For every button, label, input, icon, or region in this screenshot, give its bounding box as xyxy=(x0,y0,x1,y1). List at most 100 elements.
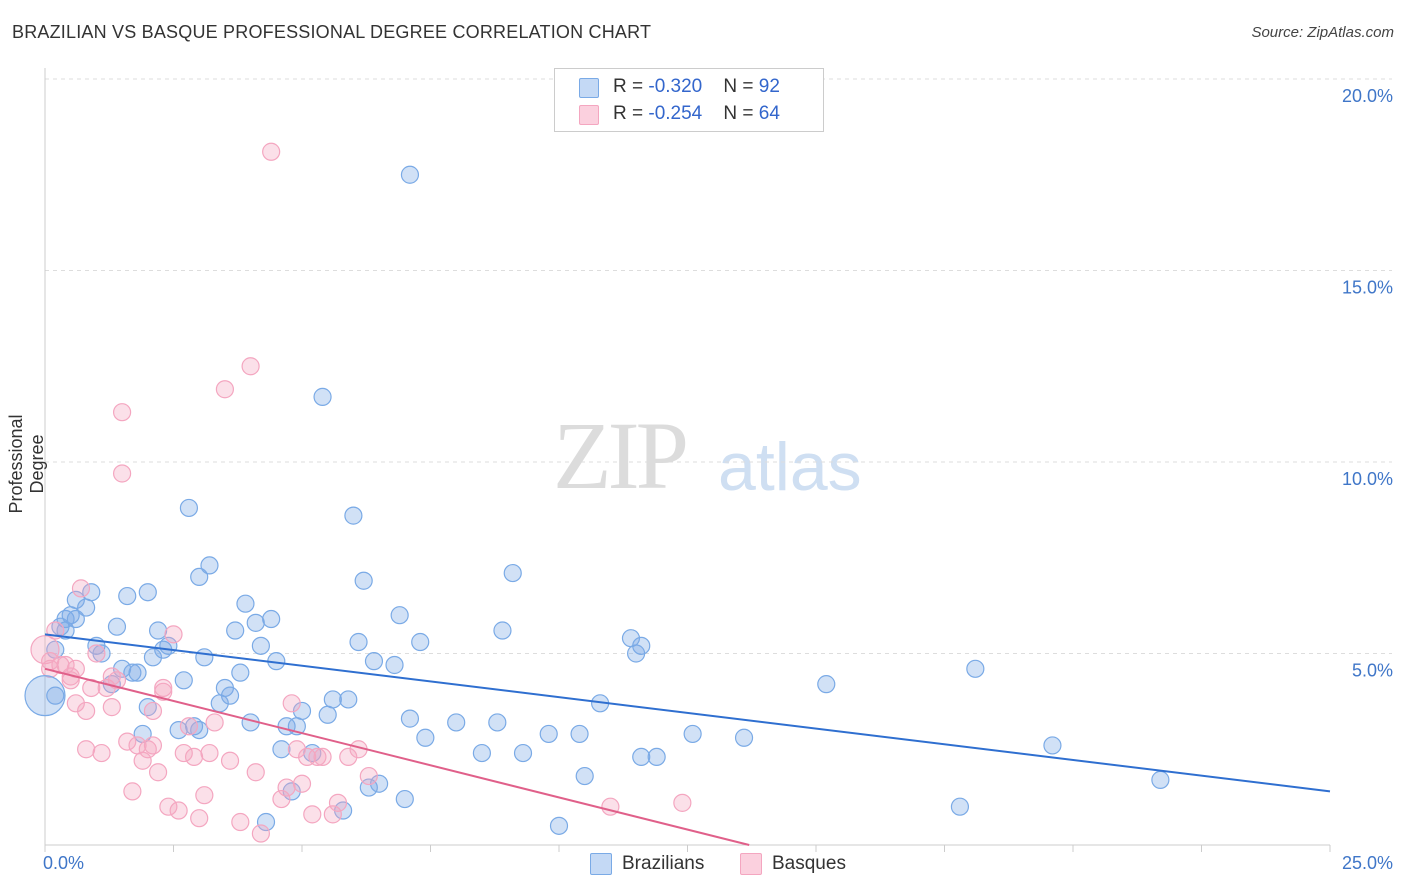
brazilian-point xyxy=(632,747,651,767)
brazilian-point xyxy=(179,498,199,518)
brazilian-point xyxy=(570,724,589,744)
basque-point xyxy=(277,778,296,797)
brazilian-point xyxy=(24,675,66,717)
basque-point xyxy=(339,747,358,767)
brazilian-point xyxy=(575,766,594,786)
basque-point xyxy=(298,747,317,767)
basque-point xyxy=(200,743,219,763)
legend-text-brazilians: R = -0.320 N = 92 xyxy=(613,74,780,100)
y-tick-label: 5.0% xyxy=(1352,661,1393,681)
basque-point xyxy=(673,793,692,812)
brazilian-point xyxy=(385,655,404,675)
basque-point xyxy=(133,751,152,770)
brazilian-point xyxy=(190,567,209,587)
basque-point xyxy=(282,694,301,713)
basque-point xyxy=(159,797,178,816)
brazilian-point xyxy=(513,743,533,763)
brazilian-point xyxy=(262,609,281,629)
basque-point xyxy=(102,698,121,717)
basque-point xyxy=(262,142,281,161)
brazilian-point xyxy=(349,632,368,652)
x-tick-label: 0.0% xyxy=(43,853,84,873)
legend-swatch-basques xyxy=(579,105,599,125)
brazilian-point xyxy=(472,743,491,763)
brazilian-point xyxy=(416,728,435,747)
basque-point xyxy=(148,763,168,782)
brazilian-point xyxy=(318,705,337,724)
brazilian-point xyxy=(256,812,276,832)
basque-point xyxy=(164,625,183,644)
basque-point xyxy=(308,747,327,767)
legend-r-value: -0.320 xyxy=(648,76,703,97)
basque-point xyxy=(107,671,127,690)
brazilian-point xyxy=(400,709,420,728)
basque-point xyxy=(71,579,91,598)
brazilian-point xyxy=(950,797,970,816)
brazilian-point xyxy=(323,690,342,709)
y-axis-label: Professional Degree xyxy=(6,414,47,514)
trend-lines xyxy=(44,633,1331,846)
brazilian-point xyxy=(246,613,265,632)
basque-point xyxy=(241,357,260,376)
legend-n-value: 92 xyxy=(758,76,780,97)
brazilian-point xyxy=(683,724,702,744)
basque-point xyxy=(292,774,312,793)
basque-point xyxy=(143,701,163,721)
bottom-legend-swatch-brazilians xyxy=(590,852,612,875)
brazilian-point xyxy=(734,728,754,747)
brazilian-point xyxy=(226,621,245,640)
brazilian-point xyxy=(1151,770,1170,789)
brazilian-point xyxy=(364,652,384,671)
bottom-legend-label-brazilians: Brazilians xyxy=(622,853,705,874)
brazilian-point xyxy=(395,789,414,809)
brazilian-point xyxy=(200,556,219,575)
basque-point xyxy=(87,644,106,663)
basque-point xyxy=(118,732,137,751)
brazilian-point xyxy=(138,583,157,602)
y-tick-label: 15.0% xyxy=(1342,278,1393,298)
brazilian-point xyxy=(169,720,188,740)
brazilian-point xyxy=(118,586,137,606)
basque-point xyxy=(41,659,60,678)
brazilian-point xyxy=(251,636,270,655)
basque-point xyxy=(190,809,209,828)
brazilian-point xyxy=(966,659,985,678)
basque-point xyxy=(359,766,378,786)
brazilian-point xyxy=(539,724,558,744)
brazilian-point xyxy=(174,671,193,690)
bottom-legend-label-basques: Basques xyxy=(772,853,846,874)
brazilian-point xyxy=(817,675,836,694)
brazilian-point xyxy=(77,598,96,617)
source-credit: Source: ZipAtlas.com xyxy=(1251,24,1394,41)
y-tick-label: 10.0% xyxy=(1342,469,1393,489)
basque-point xyxy=(323,805,342,824)
brazilian-point xyxy=(647,747,666,767)
brazilian-point xyxy=(344,506,363,525)
basque-point xyxy=(246,763,265,782)
brazilian-point xyxy=(339,690,358,709)
legend-r-value: -0.254 xyxy=(648,103,703,124)
basque-point xyxy=(272,789,291,809)
basque-point xyxy=(313,747,332,767)
brazilian-point xyxy=(1043,736,1062,755)
basque-point xyxy=(328,793,348,812)
basque-point xyxy=(154,682,173,701)
brazilian-point xyxy=(220,686,240,705)
basque-point xyxy=(251,824,270,843)
brazilian-point xyxy=(493,621,512,640)
basque-point xyxy=(30,635,60,665)
basque-point xyxy=(112,403,132,422)
basque-point xyxy=(169,801,188,820)
brazilian-point xyxy=(411,632,430,652)
brazilian-point xyxy=(390,606,409,625)
watermark-zip: ZIP xyxy=(553,402,689,509)
bottom-legend-basques: Basques xyxy=(740,850,846,878)
brazilian-point xyxy=(313,387,332,406)
legend-r-label: R = xyxy=(613,103,649,124)
basque-point xyxy=(220,751,240,770)
brazilian-point xyxy=(46,686,65,705)
basque-point xyxy=(123,782,142,801)
x-tick-label: 25.0% xyxy=(1342,853,1393,873)
legend-swatch-brazilians xyxy=(579,78,599,98)
